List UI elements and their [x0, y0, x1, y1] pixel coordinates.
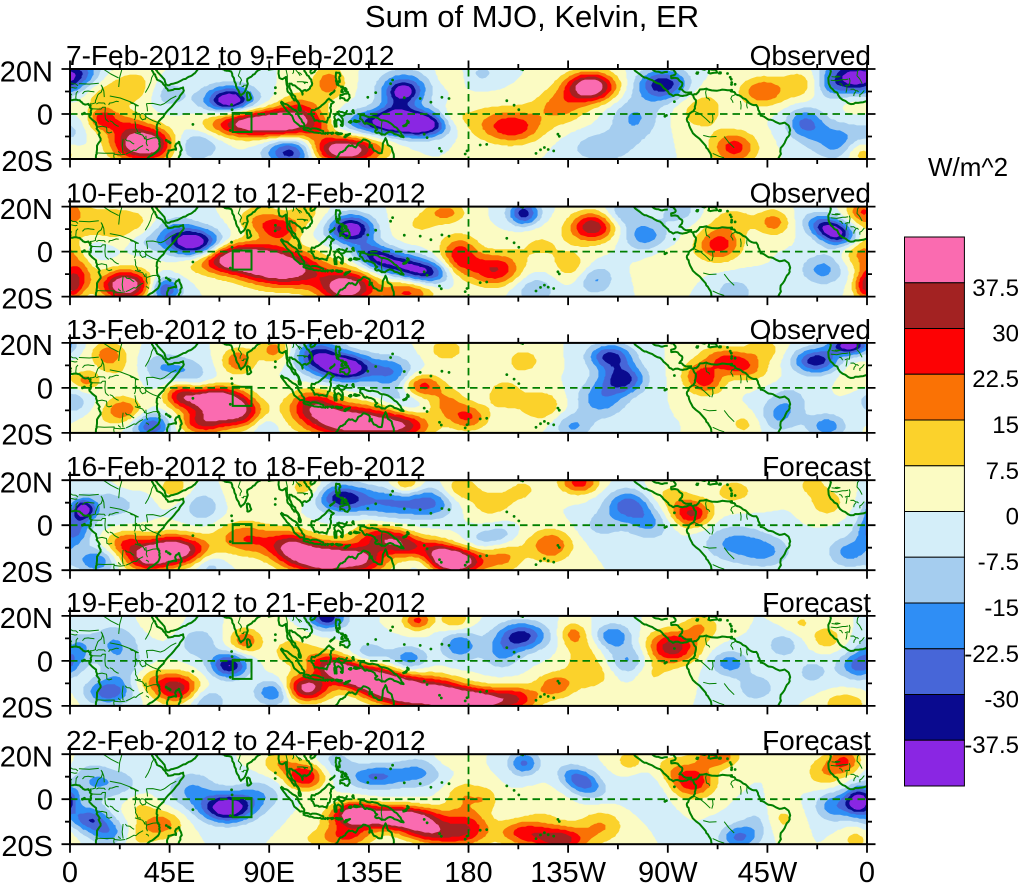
- svg-text:-22.5: -22.5: [964, 641, 1019, 668]
- svg-text:22-Feb-2012 to 24-Feb-2012: 22-Feb-2012 to 24-Feb-2012: [66, 725, 426, 756]
- svg-text:20S: 20S: [1, 831, 53, 863]
- svg-text:Sum of MJO, Kelvin, ER: Sum of MJO, Kelvin, ER: [365, 0, 699, 34]
- svg-text:0: 0: [37, 511, 53, 543]
- svg-text:90W: 90W: [638, 857, 698, 889]
- svg-text:30: 30: [992, 321, 1019, 348]
- svg-text:20S: 20S: [1, 146, 53, 178]
- svg-text:22.5: 22.5: [972, 366, 1019, 393]
- svg-text:20N: 20N: [0, 194, 53, 226]
- svg-text:Observed: Observed: [750, 40, 871, 71]
- svg-text:Forecast: Forecast: [762, 451, 871, 482]
- svg-text:20N: 20N: [0, 330, 53, 362]
- svg-text:16-Feb-2012 to 18-Feb-2012: 16-Feb-2012 to 18-Feb-2012: [66, 451, 426, 482]
- svg-text:Forecast: Forecast: [762, 725, 871, 756]
- svg-text:7.5: 7.5: [986, 458, 1019, 485]
- svg-text:Observed: Observed: [750, 178, 871, 209]
- svg-text:15: 15: [992, 412, 1019, 439]
- svg-text:20N: 20N: [0, 742, 53, 774]
- svg-text:0: 0: [37, 237, 53, 269]
- svg-text:135E: 135E: [335, 857, 403, 889]
- svg-text:0: 0: [62, 857, 78, 889]
- svg-text:20N: 20N: [0, 603, 53, 635]
- svg-text:45W: 45W: [738, 857, 798, 889]
- svg-text:180: 180: [444, 857, 492, 889]
- svg-text:90E: 90E: [243, 857, 295, 889]
- svg-text:-7.5: -7.5: [978, 549, 1019, 576]
- svg-text:-15: -15: [984, 595, 1019, 622]
- svg-text:20S: 20S: [1, 283, 53, 315]
- svg-text:-30: -30: [984, 687, 1019, 714]
- svg-text:7-Feb-2012 to 9-Feb-2012: 7-Feb-2012 to 9-Feb-2012: [66, 40, 394, 71]
- svg-text:Observed: Observed: [750, 314, 871, 345]
- svg-text:135W: 135W: [530, 857, 606, 889]
- svg-text:20S: 20S: [1, 557, 53, 589]
- svg-text:-37.5: -37.5: [964, 732, 1019, 759]
- svg-text:20N: 20N: [0, 56, 53, 88]
- svg-text:W/m^2: W/m^2: [928, 152, 1008, 182]
- svg-text:10-Feb-2012 to 12-Feb-2012: 10-Feb-2012 to 12-Feb-2012: [66, 178, 426, 209]
- svg-text:20N: 20N: [0, 468, 53, 500]
- svg-text:13-Feb-2012 to 15-Feb-2012: 13-Feb-2012 to 15-Feb-2012: [66, 314, 426, 345]
- svg-text:Forecast: Forecast: [762, 587, 871, 618]
- svg-text:20S: 20S: [1, 420, 53, 452]
- svg-text:0: 0: [37, 646, 53, 678]
- svg-text:0: 0: [37, 99, 53, 131]
- svg-text:0: 0: [859, 857, 875, 889]
- svg-text:37.5: 37.5: [972, 275, 1019, 302]
- svg-text:20S: 20S: [1, 693, 53, 725]
- svg-text:19-Feb-2012 to 21-Feb-2012: 19-Feb-2012 to 21-Feb-2012: [66, 587, 426, 618]
- svg-text:0: 0: [37, 373, 53, 405]
- svg-text:0: 0: [37, 785, 53, 817]
- svg-text:45E: 45E: [144, 857, 196, 889]
- svg-text:0: 0: [1006, 504, 1019, 531]
